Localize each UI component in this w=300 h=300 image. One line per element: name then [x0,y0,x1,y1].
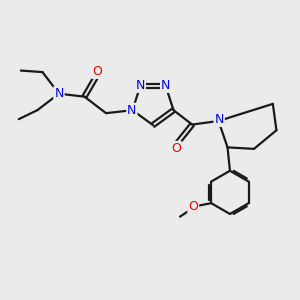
Text: O: O [92,65,102,78]
Text: O: O [188,200,198,213]
Text: N: N [54,87,64,100]
Text: O: O [171,142,181,155]
Text: N: N [214,113,224,126]
Text: N: N [136,79,145,92]
Text: N: N [161,79,170,92]
Text: N: N [127,104,136,117]
